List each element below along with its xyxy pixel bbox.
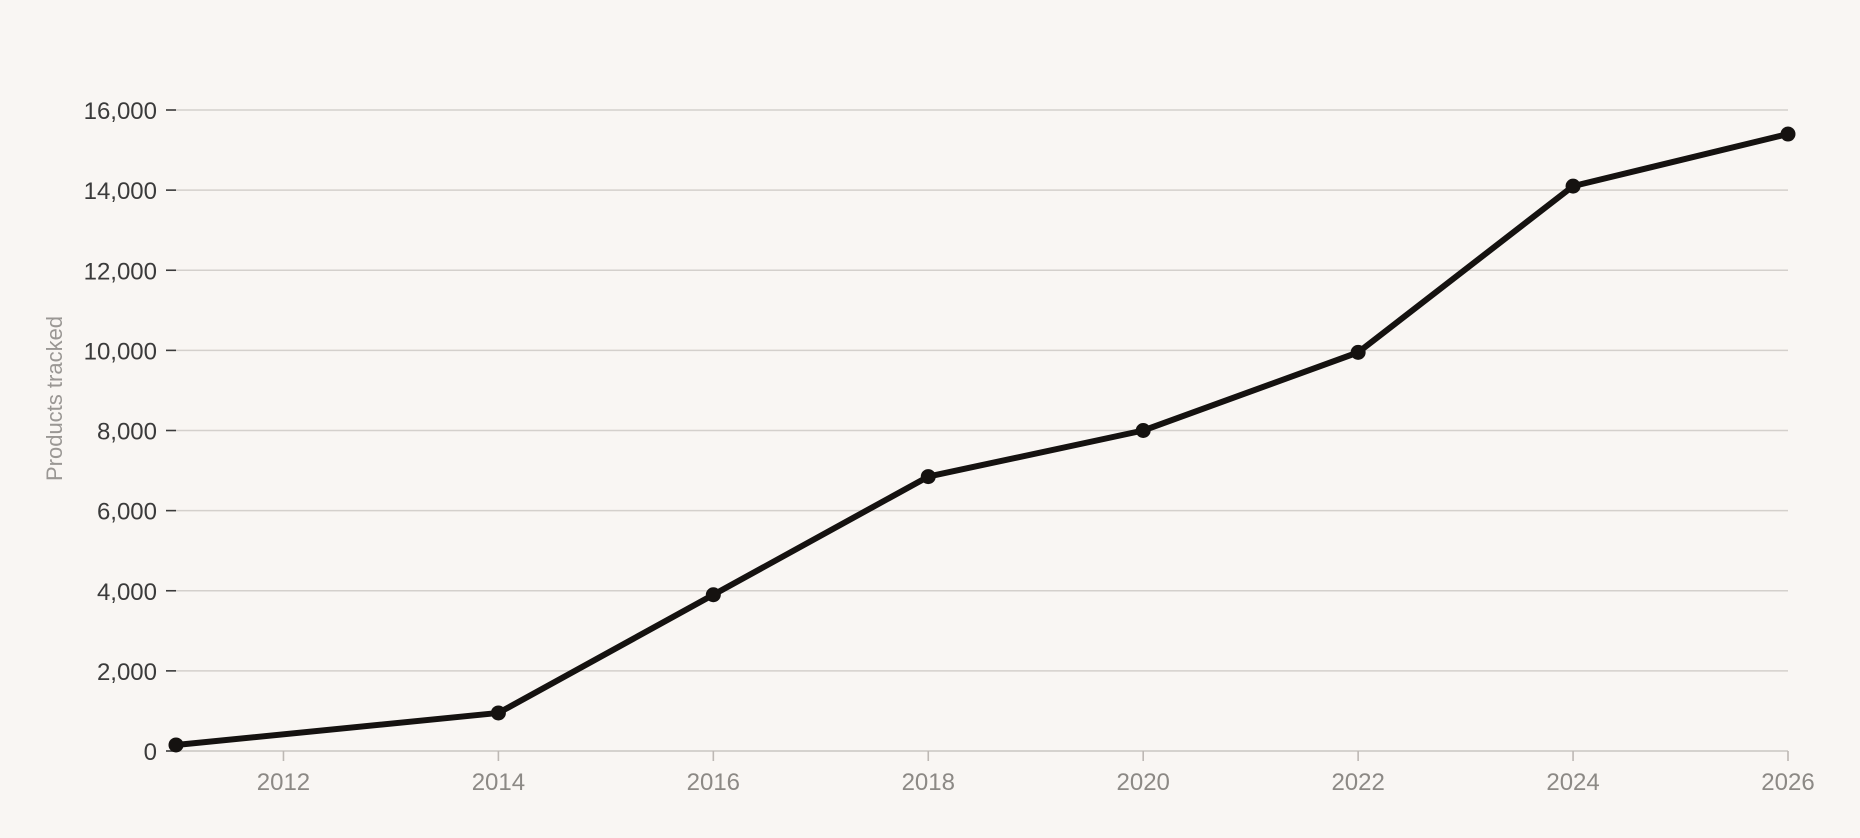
x-tick-label: 2026 bbox=[1761, 769, 1814, 796]
data-point bbox=[1565, 178, 1581, 194]
y-tick-label: 14,000 bbox=[84, 178, 157, 205]
series bbox=[168, 126, 1796, 753]
y-tick-label: 6,000 bbox=[97, 499, 157, 526]
x-tick-label: 2020 bbox=[1117, 769, 1170, 796]
y-tick-label: 2,000 bbox=[97, 659, 157, 686]
y-tick-label: 16,000 bbox=[84, 98, 157, 125]
y-tick-label: 10,000 bbox=[84, 338, 157, 365]
data-point bbox=[1780, 126, 1796, 142]
x-tick-label: 2014 bbox=[472, 769, 525, 796]
y-tick-label: 4,000 bbox=[97, 579, 157, 606]
x-tick-label: 2022 bbox=[1331, 769, 1384, 796]
y-tick-label: 12,000 bbox=[84, 258, 157, 285]
x-tick-label: 2018 bbox=[902, 769, 955, 796]
x-tick-label: 2024 bbox=[1546, 769, 1599, 796]
data-point bbox=[1350, 344, 1366, 360]
data-point bbox=[1135, 423, 1151, 438]
gridlines bbox=[176, 109, 1788, 672]
y-axis-title: Products tracked bbox=[42, 316, 67, 481]
y-tick-label: 8,000 bbox=[97, 419, 157, 446]
data-point bbox=[705, 587, 721, 603]
x-tick-label: 2012 bbox=[257, 769, 310, 796]
series-line bbox=[173, 131, 1791, 748]
y-tick-label: 0 bbox=[144, 739, 157, 766]
data-point bbox=[490, 705, 506, 721]
axes: 0 2,000 4,000 6,000 8,000 10,000 12,000 14,000 1… bbox=[84, 98, 1815, 796]
x-tick-label: 2016 bbox=[687, 769, 740, 796]
data-point bbox=[920, 469, 936, 485]
data-point bbox=[168, 737, 184, 753]
